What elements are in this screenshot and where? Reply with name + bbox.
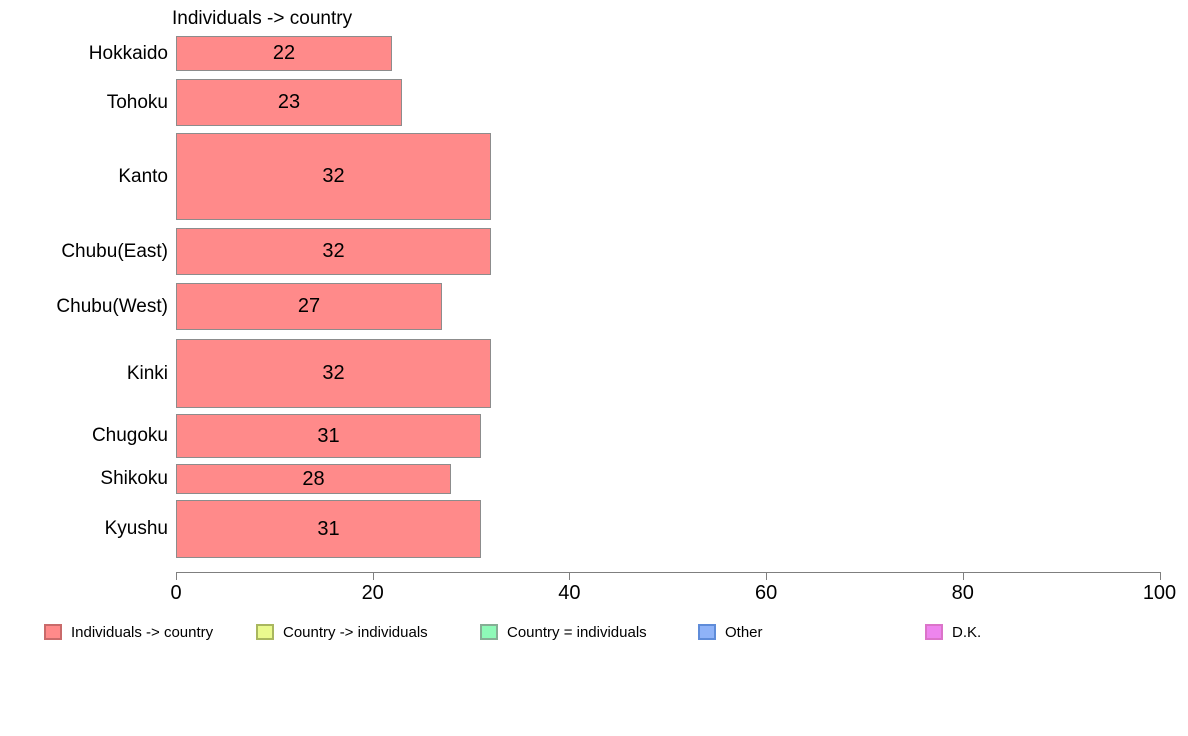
- x-axis-tick-label: 0: [170, 582, 182, 604]
- bar: 32: [176, 133, 491, 220]
- bar-value-label: 31: [317, 517, 340, 540]
- x-axis-tick-label: 100: [1142, 582, 1177, 604]
- chart-title: Individuals -> country: [172, 8, 353, 29]
- x-axis-tick: [962, 572, 964, 580]
- bar: 28: [176, 464, 451, 494]
- x-axis-tick: [176, 572, 177, 580]
- bar-value-label: 27: [297, 295, 321, 317]
- category-label: Kyushu: [104, 518, 168, 539]
- x-axis-tick: [569, 572, 571, 580]
- category-label: Chubu(East): [61, 240, 168, 262]
- legend-item: Country = individuals: [480, 622, 647, 642]
- legend-label: D.K.: [952, 623, 982, 641]
- bar-value-label: 32: [322, 362, 345, 384]
- legend-label: Individuals -> country: [71, 623, 214, 641]
- x-axis-tick-label: 40: [558, 582, 581, 604]
- x-axis-tick: [372, 572, 374, 580]
- x-axis-tick-label: 20: [361, 582, 384, 604]
- x-axis-tick-label: 80: [951, 582, 974, 604]
- category-label: Chugoku: [91, 425, 168, 446]
- bar-value-label: 32: [322, 165, 345, 187]
- bar: 31: [176, 500, 481, 558]
- x-axis-tick-label: 60: [754, 582, 778, 604]
- category-label: Kinki: [126, 362, 168, 384]
- legend-swatch-icon: [925, 624, 943, 640]
- legend-item: Individuals -> country: [44, 622, 213, 642]
- bar-value-label: 23: [277, 91, 301, 113]
- bar: 27: [176, 283, 442, 330]
- bar-value-label: 22: [272, 42, 296, 64]
- category-label: Kanto: [118, 165, 168, 187]
- legend-label: Country = individuals: [507, 623, 647, 641]
- legend-swatch-icon: [44, 624, 62, 640]
- legend-item: D.K.: [925, 622, 981, 642]
- legend-swatch-icon: [698, 624, 716, 640]
- x-axis-tick: [1159, 572, 1161, 580]
- x-axis-tick: [766, 572, 768, 580]
- x-axis-line: [176, 572, 1161, 573]
- bar-value-label: 32: [322, 240, 345, 262]
- category-label: Hokkaido: [88, 42, 168, 64]
- bar: 32: [176, 339, 491, 408]
- legend-item: Other: [698, 622, 763, 642]
- bar: 32: [176, 228, 491, 275]
- legend-item: Country -> individuals: [256, 622, 428, 642]
- legend-label: Other: [725, 623, 763, 641]
- bar-value-label: 31: [317, 424, 340, 447]
- bar: 31: [176, 414, 481, 458]
- legend-swatch-icon: [256, 624, 274, 640]
- category-label: Shikoku: [100, 468, 168, 489]
- legend-swatch-icon: [480, 624, 498, 640]
- category-label: Chubu(West): [56, 295, 168, 317]
- category-label: Tohoku: [106, 91, 168, 113]
- bar-value-label: 28: [302, 467, 325, 490]
- bar: 22: [176, 36, 392, 71]
- legend-label: Country -> individuals: [283, 623, 428, 641]
- bar: 23: [176, 79, 402, 126]
